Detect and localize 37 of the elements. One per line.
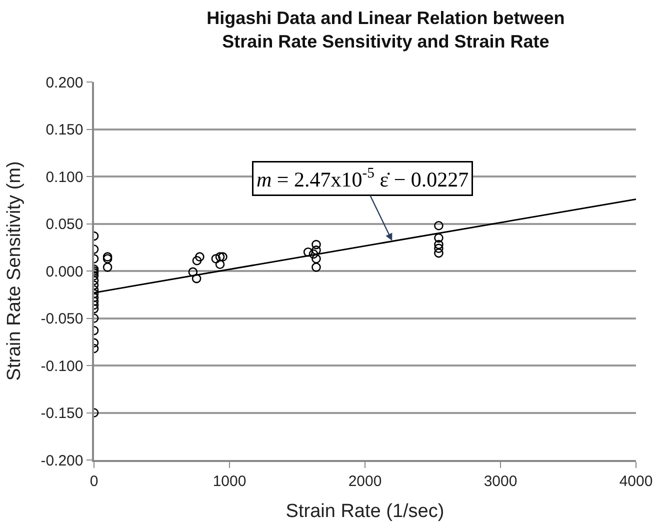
y-tick-label: 0.100 (46, 168, 84, 186)
annotation: m = 2.47x10$^{-5}$ ε̇ − 0.0227 (256, 166, 469, 192)
point (434, 248, 444, 258)
y-tick-label: 0.050 (46, 216, 84, 233)
y-tick-label: -0.150 (40, 405, 84, 422)
point (312, 262, 321, 272)
y-tick-label: -0.050 (40, 310, 84, 328)
point (434, 244, 444, 253)
point (215, 252, 225, 262)
x-tick-label: 4000 (619, 472, 653, 490)
y-tick-label: 0.150 (46, 122, 84, 138)
x-axis-title: Strain Rate (1/sec) (286, 501, 444, 522)
x-tick-label: 0 (90, 472, 98, 490)
point (215, 260, 225, 270)
point (188, 267, 198, 277)
point (434, 240, 444, 250)
x-tick-label: 3000 (484, 472, 518, 490)
point (434, 220, 444, 230)
point (312, 254, 321, 264)
x-tick-label: 2000 (348, 472, 382, 490)
point (434, 233, 444, 243)
point (303, 247, 313, 257)
y-axis-title: Strain Rate Sensitivity (m) (4, 161, 26, 381)
point (192, 256, 202, 266)
y-tick-label: 0.200 (46, 74, 84, 92)
point (218, 252, 228, 262)
point (192, 274, 202, 284)
point (195, 252, 204, 262)
chart-title: Higashi Data and Linear Relation between Strain Rate Sensitivity and Strain Rate (206, 8, 565, 52)
point (312, 240, 321, 250)
x-tick-label: 1000 (212, 472, 246, 490)
y-tick-label: -0.100 (40, 358, 84, 375)
point (308, 249, 318, 259)
y-tick-label: 0.000 (46, 263, 84, 280)
point (211, 254, 221, 264)
point (312, 246, 321, 255)
y-tick-label: -0.200 (40, 452, 84, 470)
